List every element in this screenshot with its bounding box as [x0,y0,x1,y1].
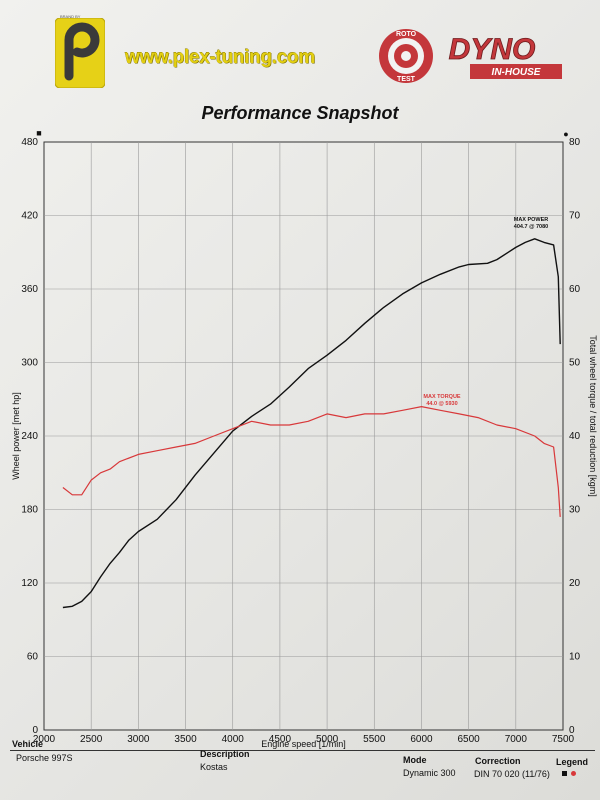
max-torque-label: MAX TORQUE [423,394,461,400]
vehicle-value: Porsche 997S [16,753,73,763]
power-curve [62,238,561,609]
correction-value: DIN 70 020 (11/76) [474,769,550,779]
x-tick-label: 7000 [505,734,528,745]
y2-tick-label: 10 [569,652,581,663]
plex-logo: P [55,18,105,88]
x-tick-label: 6500 [458,734,481,745]
x-tick-label: 7500 [552,734,575,745]
y2-tick-label: 70 [569,211,581,222]
y-tick-label: 0 [32,725,38,736]
y2-tick-label: 60 [569,284,581,295]
correction-label: Correction [475,756,521,766]
y-tick-label: 180 [21,505,38,516]
x-axis-label: Engine speed [1/min] [261,739,346,749]
x-tick-label: 3500 [174,734,197,745]
max-torque-value: 44.0 @ 5930 [426,401,457,407]
max-power-label: MAX POWER [514,217,549,223]
x-tick-label: 6000 [410,734,433,745]
footer-divider [10,750,595,751]
svg-text:ROTO: ROTO [396,31,417,38]
x-tick-label: 2500 [80,734,103,745]
legend-torque-marker [571,771,576,776]
chart-title: Performance Snapshot [201,103,399,123]
y-tick-label: 480 [21,137,38,148]
legend-power-marker [562,771,567,776]
x-tick-label: 3000 [127,734,150,745]
description-value: Kostas [200,762,228,772]
y-tick-label: 420 [21,211,38,222]
y-axis-label: Wheel power [met hp] [11,392,21,480]
svg-text:TEST: TEST [397,76,416,83]
website-link: www.plex-tuning.com [125,47,315,68]
x-tick-label: 5500 [363,734,386,745]
y2-tick-label: 20 [569,578,581,589]
in-house-label: IN-HOUSE [492,67,541,78]
y2-tick-label: 80 [569,137,581,148]
dyno-word: DYNO [449,33,536,66]
torque-curve [62,406,561,517]
y2-tick-label: 0 [569,725,575,736]
x-tick-label: 2000 [33,734,56,745]
y2-tick-label: 40 [569,431,581,442]
y-tick-label: 300 [21,358,38,369]
rototest-dyno-logo: ROTO TEST DYNO IN-HOUSE [379,29,562,83]
x-tick-label: 4500 [269,734,292,745]
mode-label: Mode [403,755,427,765]
y-tick-label: 120 [21,578,38,589]
right-axis-marker: ● [563,129,568,139]
x-tick-label: 4000 [222,734,245,745]
x-tick-label: 5000 [316,734,339,745]
description-label: Description [200,749,250,759]
vehicle-label: Vehicle [12,739,44,749]
y2-tick-label: 30 [569,505,581,516]
left-axis-marker: ■ [36,128,41,138]
y2-axis-label: Total wheel torque / total reduction [kg… [588,335,598,497]
max-power-value: 404.7 @ 7080 [514,224,548,230]
y2-tick-label: 50 [569,358,581,369]
y-tick-label: 360 [21,284,38,295]
mode-value: Dynamic 300 [403,768,456,778]
y-tick-label: 240 [21,431,38,442]
brand-small-text: BRAND BY [60,14,81,19]
legend-label: Legend [556,757,589,767]
y-tick-label: 60 [27,652,39,663]
